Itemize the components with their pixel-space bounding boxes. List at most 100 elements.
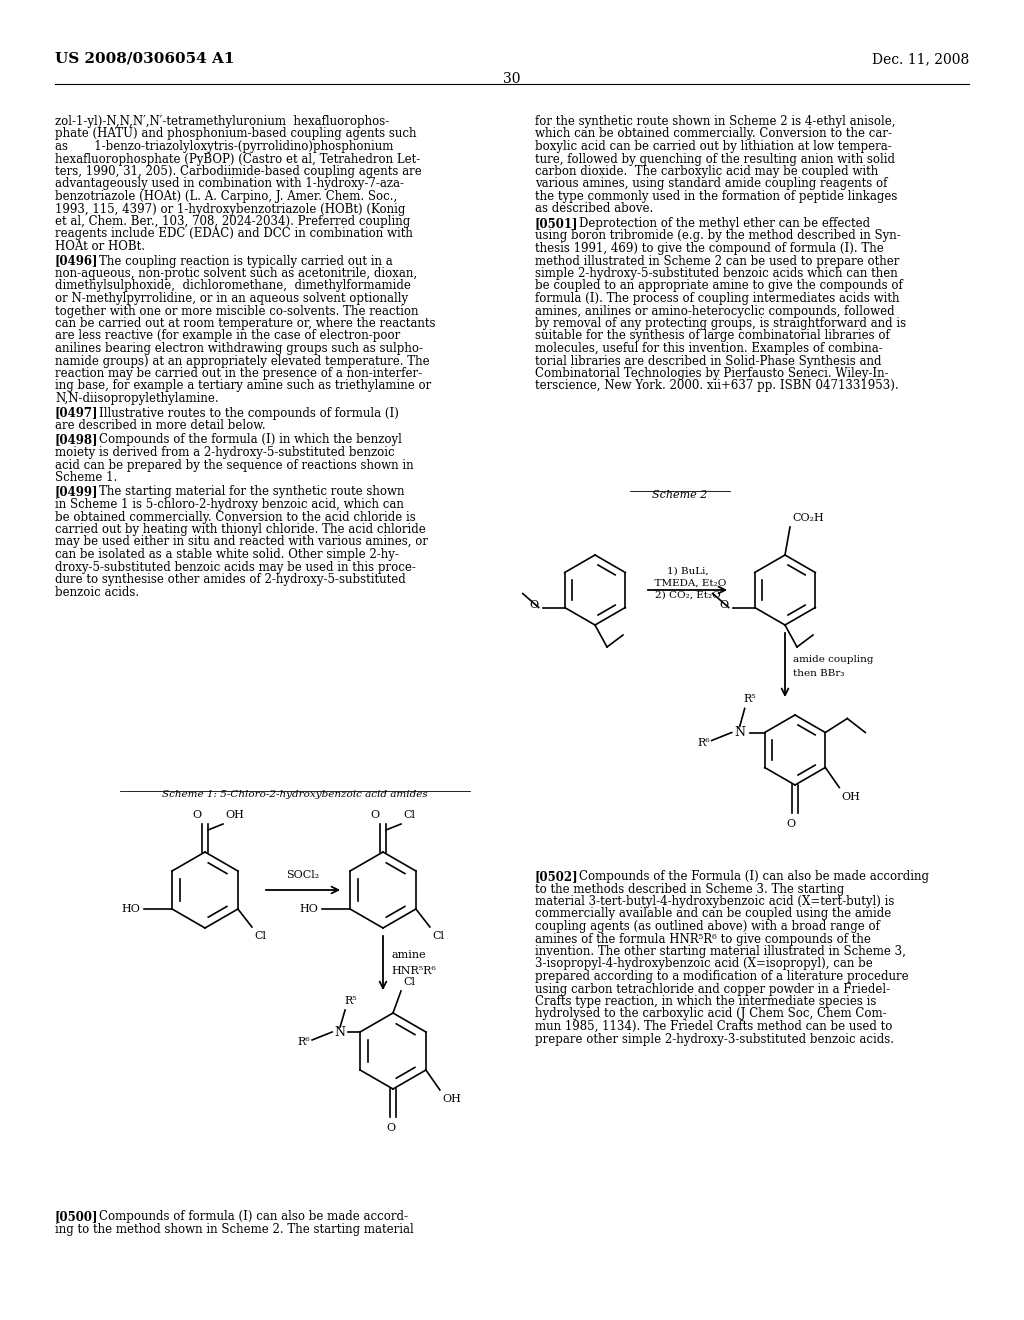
Text: in Scheme 1 is 5-chloro-2-hydroxy benzoic acid, which can: in Scheme 1 is 5-chloro-2-hydroxy benzoi… <box>55 498 403 511</box>
Text: are less reactive (for example in the case of electron-poor: are less reactive (for example in the ca… <box>55 330 400 342</box>
Text: may be used either in situ and reacted with various amines, or: may be used either in situ and reacted w… <box>55 536 428 549</box>
Text: using boron tribromide (e.g. by the method described in Syn-: using boron tribromide (e.g. by the meth… <box>535 230 901 243</box>
Text: thesis 1991, 469) to give the compound of formula (I). The: thesis 1991, 469) to give the compound o… <box>535 242 884 255</box>
Text: prepared according to a modification of a literature procedure: prepared according to a modification of … <box>535 970 908 983</box>
Text: O: O <box>529 601 539 610</box>
Text: 1) BuLi,: 1) BuLi, <box>667 568 709 576</box>
Text: for the synthetic route shown in Scheme 2 is 4-ethyl anisole,: for the synthetic route shown in Scheme … <box>535 115 896 128</box>
Text: are described in more detail below.: are described in more detail below. <box>55 418 265 432</box>
Text: material 3-tert-butyl-4-hydroxybenzoic acid (X=tert-butyl) is: material 3-tert-butyl-4-hydroxybenzoic a… <box>535 895 894 908</box>
Text: [0497]: [0497] <box>55 407 98 420</box>
Text: R⁶: R⁶ <box>697 738 710 747</box>
Text: Crafts type reaction, in which the intermediate species is: Crafts type reaction, in which the inter… <box>535 995 877 1008</box>
Text: [0496]: [0496] <box>55 255 98 268</box>
Text: Compounds of the formula (I) in which the benzoyl: Compounds of the formula (I) in which th… <box>99 433 401 446</box>
Text: Compounds of formula (I) can also be made accord-: Compounds of formula (I) can also be mad… <box>99 1210 408 1224</box>
Text: as       1-benzo-triazolyloxytris-(pyrrolidino)phosphonium: as 1-benzo-triazolyloxytris-(pyrrolidino… <box>55 140 393 153</box>
Text: HO: HO <box>121 904 140 913</box>
Text: TMEDA, Et₂O: TMEDA, Et₂O <box>648 579 727 587</box>
Text: benzoic acids.: benzoic acids. <box>55 586 139 598</box>
Text: ture, followed by quenching of the resulting anion with solid: ture, followed by quenching of the resul… <box>535 153 895 165</box>
Text: amines, anilines or amino-heterocyclic compounds, followed: amines, anilines or amino-heterocyclic c… <box>535 305 895 318</box>
Text: O: O <box>371 810 380 820</box>
Text: invention. The other starting material illustrated in Scheme 3,: invention. The other starting material i… <box>535 945 906 958</box>
Text: SOCl₂: SOCl₂ <box>287 870 319 880</box>
Text: ing to the method shown in Scheme 2. The starting material: ing to the method shown in Scheme 2. The… <box>55 1222 414 1236</box>
Text: can be isolated as a stable white solid. Other simple 2-hy-: can be isolated as a stable white solid.… <box>55 548 399 561</box>
Text: phate (HATU) and phosphonium-based coupling agents such: phate (HATU) and phosphonium-based coupl… <box>55 128 417 140</box>
Text: then BBr₃: then BBr₃ <box>793 668 845 677</box>
Text: HO: HO <box>299 904 318 913</box>
Text: the type commonly used in the formation of peptide linkages: the type commonly used in the formation … <box>535 190 897 203</box>
Text: [0502]: [0502] <box>535 870 579 883</box>
Text: benzotriazole (HOAt) (L. A. Carpino, J. Amer. Chem. Soc.,: benzotriazole (HOAt) (L. A. Carpino, J. … <box>55 190 397 203</box>
Text: dimethylsulphoxide,  dichloromethane,  dimethylformamide: dimethylsulphoxide, dichloromethane, dim… <box>55 280 411 293</box>
Text: using carbon tetrachloride and copper powder in a Friedel-: using carbon tetrachloride and copper po… <box>535 982 890 995</box>
Text: Dec. 11, 2008: Dec. 11, 2008 <box>871 51 969 66</box>
Text: moiety is derived from a 2-hydroxy-5-substituted benzoic: moiety is derived from a 2-hydroxy-5-sub… <box>55 446 394 459</box>
Text: advantageously used in combination with 1-hydroxy-7-aza-: advantageously used in combination with … <box>55 177 404 190</box>
Text: reaction may be carried out in the presence of a non-interfer-: reaction may be carried out in the prese… <box>55 367 422 380</box>
Text: R⁵: R⁵ <box>344 997 356 1006</box>
Text: terscience, New York. 2000. xii+637 pp. ISBN 0471331953).: terscience, New York. 2000. xii+637 pp. … <box>535 380 899 392</box>
Text: namide groups) at an appropriately elevated temperature. The: namide groups) at an appropriately eleva… <box>55 355 430 367</box>
Text: anilines bearing electron withdrawing groups such as sulpho-: anilines bearing electron withdrawing gr… <box>55 342 423 355</box>
Text: [0500]: [0500] <box>55 1210 98 1224</box>
Text: carbon dioxide.  The carboxylic acid may be coupled with: carbon dioxide. The carboxylic acid may … <box>535 165 879 178</box>
Text: be obtained commercially. Conversion to the acid chloride is: be obtained commercially. Conversion to … <box>55 511 416 524</box>
Text: [0499]: [0499] <box>55 486 98 499</box>
Text: R⁵: R⁵ <box>743 694 757 705</box>
Text: N: N <box>734 726 745 739</box>
Text: mun 1985, 1134). The Friedel Crafts method can be used to: mun 1985, 1134). The Friedel Crafts meth… <box>535 1020 892 1034</box>
Text: OH: OH <box>225 810 244 820</box>
Text: ters, 1990, 31, 205). Carbodiimide-based coupling agents are: ters, 1990, 31, 205). Carbodiimide-based… <box>55 165 422 178</box>
Text: hydrolysed to the carboxylic acid (J Chem Soc, Chem Com-: hydrolysed to the carboxylic acid (J Che… <box>535 1007 887 1020</box>
Text: O: O <box>193 810 202 820</box>
Text: various amines, using standard amide coupling reagents of: various amines, using standard amide cou… <box>535 177 888 190</box>
Text: as described above.: as described above. <box>535 202 653 215</box>
Text: torial libraries are described in Solid-Phase Synthesis and: torial libraries are described in Solid-… <box>535 355 882 367</box>
Text: to the methods described in Scheme 3. The starting: to the methods described in Scheme 3. Th… <box>535 883 844 895</box>
Text: Compounds of the Formula (I) can also be made according: Compounds of the Formula (I) can also be… <box>579 870 929 883</box>
Text: coupling agents (as outlined above) with a broad range of: coupling agents (as outlined above) with… <box>535 920 880 933</box>
Text: commercially available and can be coupled using the amide: commercially available and can be couple… <box>535 908 891 920</box>
Text: [0498]: [0498] <box>55 433 98 446</box>
Text: 2) CO₂, Et₂O: 2) CO₂, Et₂O <box>654 591 720 601</box>
Text: Illustrative routes to the compounds of formula (I): Illustrative routes to the compounds of … <box>99 407 399 420</box>
Text: amine: amine <box>391 950 426 960</box>
Text: HOAt or HOBt.: HOAt or HOBt. <box>55 240 145 253</box>
Text: R⁶: R⁶ <box>297 1038 310 1047</box>
Text: 3-isopropyl-4-hydroxybenzoic acid (X=isopropyl), can be: 3-isopropyl-4-hydroxybenzoic acid (X=iso… <box>535 957 872 970</box>
Text: prepare other simple 2-hydroxy-3-substituted benzoic acids.: prepare other simple 2-hydroxy-3-substit… <box>535 1032 894 1045</box>
Text: which can be obtained commercially. Conversion to the car-: which can be obtained commercially. Conv… <box>535 128 892 140</box>
Text: OH: OH <box>842 792 860 801</box>
Text: molecules, useful for this invention. Examples of combina-: molecules, useful for this invention. Ex… <box>535 342 883 355</box>
Text: The coupling reaction is typically carried out in a: The coupling reaction is typically carri… <box>99 255 393 268</box>
Text: 30: 30 <box>503 73 521 86</box>
Text: formula (I). The process of coupling intermediates acids with: formula (I). The process of coupling int… <box>535 292 899 305</box>
Text: be coupled to an appropriate amine to give the compounds of: be coupled to an appropriate amine to gi… <box>535 280 903 293</box>
Text: Scheme 2: Scheme 2 <box>652 490 708 500</box>
Text: amines of the formula HNR⁵R⁶ to give compounds of the: amines of the formula HNR⁵R⁶ to give com… <box>535 932 870 945</box>
Text: US 2008/0306054 A1: US 2008/0306054 A1 <box>55 51 234 66</box>
Text: Scheme 1.: Scheme 1. <box>55 471 118 484</box>
Text: droxy-5-substituted benzoic acids may be used in this proce-: droxy-5-substituted benzoic acids may be… <box>55 561 416 573</box>
Text: [0501]: [0501] <box>535 216 579 230</box>
Text: O: O <box>786 818 796 829</box>
Text: boxylic acid can be carried out by lithiation at low tempera-: boxylic acid can be carried out by lithi… <box>535 140 892 153</box>
Text: or N-methylpyrrolidine, or in an aqueous solvent optionally: or N-methylpyrrolidine, or in an aqueous… <box>55 292 409 305</box>
Text: reagents include EDC (EDAC) and DCC in combination with: reagents include EDC (EDAC) and DCC in c… <box>55 227 413 240</box>
Text: together with one or more miscible co-solvents. The reaction: together with one or more miscible co-so… <box>55 305 419 318</box>
Text: HNR⁵R⁶: HNR⁵R⁶ <box>391 966 436 975</box>
Text: N,N-diisopropylethylamine.: N,N-diisopropylethylamine. <box>55 392 219 405</box>
Text: non-aqueous, non-protic solvent such as acetonitrile, dioxan,: non-aqueous, non-protic solvent such as … <box>55 267 417 280</box>
Text: 1993, 115, 4397) or 1-hydroxybenzotriazole (HOBt) (Konig: 1993, 115, 4397) or 1-hydroxybenzotriazo… <box>55 202 406 215</box>
Text: carried out by heating with thionyl chloride. The acid chloride: carried out by heating with thionyl chlo… <box>55 523 426 536</box>
Text: Combinatorial Technologies by Pierfausto Seneci. Wiley-In-: Combinatorial Technologies by Pierfausto… <box>535 367 889 380</box>
Text: dure to synthesise other amides of 2-hydroxy-5-substituted: dure to synthesise other amides of 2-hyd… <box>55 573 406 586</box>
Text: acid can be prepared by the sequence of reactions shown in: acid can be prepared by the sequence of … <box>55 458 414 471</box>
Text: simple 2-hydroxy-5-substituted benzoic acids which can then: simple 2-hydroxy-5-substituted benzoic a… <box>535 267 898 280</box>
Text: OH: OH <box>442 1094 461 1104</box>
Text: Cl: Cl <box>432 931 444 941</box>
Text: Cl: Cl <box>403 810 415 820</box>
